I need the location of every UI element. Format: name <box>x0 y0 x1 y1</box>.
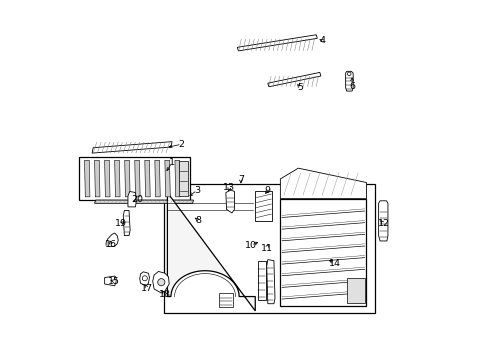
Polygon shape <box>267 72 320 87</box>
Text: 10: 10 <box>244 241 256 250</box>
Polygon shape <box>346 278 364 303</box>
Polygon shape <box>94 200 193 203</box>
Polygon shape <box>104 160 110 197</box>
FancyBboxPatch shape <box>163 184 375 314</box>
FancyBboxPatch shape <box>79 157 190 200</box>
Text: 15: 15 <box>108 276 120 285</box>
Polygon shape <box>152 271 169 293</box>
FancyBboxPatch shape <box>257 261 265 300</box>
Circle shape <box>346 72 350 76</box>
Polygon shape <box>175 160 180 197</box>
Polygon shape <box>144 160 150 197</box>
Polygon shape <box>164 160 170 197</box>
Polygon shape <box>128 192 136 207</box>
Text: 1: 1 <box>169 158 175 167</box>
Text: 19: 19 <box>115 219 127 228</box>
Polygon shape <box>155 160 160 197</box>
Text: 12: 12 <box>377 219 389 228</box>
Text: 17: 17 <box>141 284 153 293</box>
Polygon shape <box>92 141 172 153</box>
Circle shape <box>158 279 164 286</box>
FancyBboxPatch shape <box>280 199 366 306</box>
Polygon shape <box>115 160 120 197</box>
Circle shape <box>142 276 147 281</box>
Text: 5: 5 <box>297 83 303 92</box>
Polygon shape <box>84 160 90 197</box>
Text: 13: 13 <box>223 183 235 192</box>
Text: 18: 18 <box>159 289 170 298</box>
Text: 2: 2 <box>179 140 184 149</box>
Polygon shape <box>104 276 116 286</box>
Polygon shape <box>135 160 140 197</box>
Polygon shape <box>167 193 255 311</box>
Text: 4: 4 <box>319 36 325 45</box>
Polygon shape <box>140 272 149 286</box>
Text: 9: 9 <box>264 186 270 195</box>
Polygon shape <box>345 71 352 91</box>
Text: 6: 6 <box>348 82 354 91</box>
Text: 11: 11 <box>260 244 272 253</box>
Polygon shape <box>124 160 130 197</box>
Text: 3: 3 <box>194 185 200 194</box>
Polygon shape <box>123 211 130 235</box>
Polygon shape <box>225 190 234 213</box>
Polygon shape <box>280 168 366 199</box>
Text: 16: 16 <box>105 240 117 249</box>
Polygon shape <box>266 260 274 304</box>
Polygon shape <box>219 293 233 307</box>
Text: 7: 7 <box>238 175 244 184</box>
Text: 8: 8 <box>195 216 201 225</box>
Text: 20: 20 <box>131 195 142 204</box>
Polygon shape <box>94 160 100 197</box>
Polygon shape <box>179 161 188 196</box>
Polygon shape <box>378 201 387 241</box>
FancyBboxPatch shape <box>255 191 272 221</box>
Polygon shape <box>237 35 317 51</box>
Text: 14: 14 <box>328 259 340 268</box>
